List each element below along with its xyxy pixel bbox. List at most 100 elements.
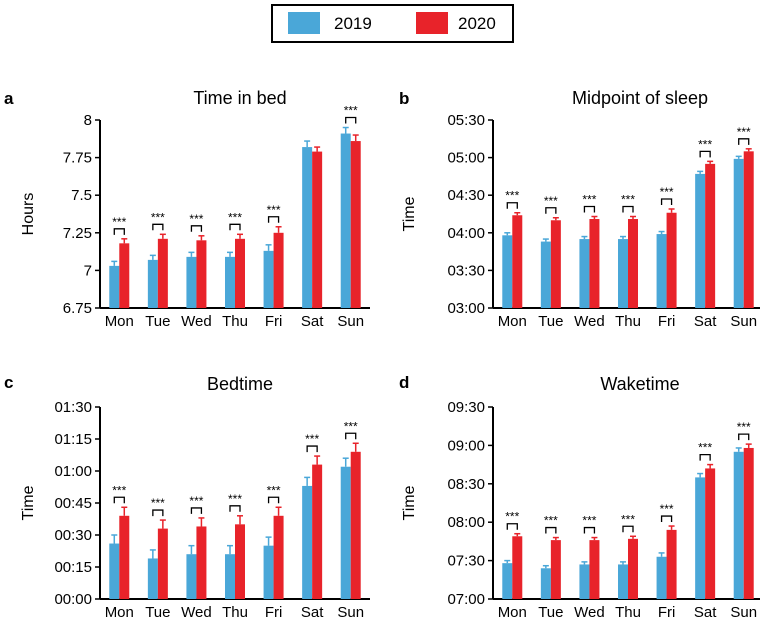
significance-label: *** <box>189 494 203 508</box>
x-tick-label: Fri <box>265 604 283 621</box>
bar-2020-mon <box>119 515 130 599</box>
bar-2019-thu <box>618 564 628 599</box>
significance-label: *** <box>505 510 519 524</box>
bar-2019-sun <box>733 158 744 308</box>
x-tick-label: Thu <box>615 604 641 621</box>
bar-2020-sun <box>350 451 361 599</box>
bar-2019-tue <box>540 241 551 308</box>
x-tick-label: Tue <box>145 604 170 621</box>
bar-2020-sun <box>743 447 754 599</box>
y-tick-label: 03:00 <box>447 300 485 317</box>
x-tick-label: Wed <box>574 313 605 330</box>
bar-2019-fri <box>263 250 274 308</box>
panel-label-b: b <box>399 89 409 108</box>
x-tick-label: Sun <box>337 313 364 330</box>
bar-2019-mon <box>109 543 120 599</box>
significance-bracket <box>229 223 241 231</box>
legend-frame <box>271 4 514 43</box>
y-tick-label: 00:15 <box>54 559 92 576</box>
x-tick-label: Sat <box>301 313 324 330</box>
panel-bedtime: Bedtime Time 00:00 00:15 00:30 00:45 01:00 01:1… <box>20 374 370 621</box>
bar-2020-fri <box>666 212 677 308</box>
bar-2019-fri <box>656 234 667 308</box>
bar-2020-sat <box>312 464 323 599</box>
bar-2019-thu <box>618 239 628 308</box>
significance-label: *** <box>151 496 165 510</box>
bar-2020-wed <box>196 240 207 308</box>
significance-label: *** <box>228 492 242 506</box>
bar-2019-sun <box>340 133 351 308</box>
significance-label: *** <box>151 210 165 224</box>
significance-label: *** <box>737 420 751 434</box>
x-tick-label: Tue <box>145 313 170 330</box>
significance-bracket <box>506 202 518 209</box>
significance-bracket <box>660 198 673 205</box>
y-axis-label: Time <box>401 196 418 231</box>
significance-bracket <box>229 505 241 512</box>
bar-2020-sat <box>705 163 716 308</box>
significance-label: *** <box>544 514 558 528</box>
bar-2020-tue <box>550 540 561 599</box>
y-tick-label: 07:00 <box>447 591 485 608</box>
significance-label: *** <box>621 193 635 207</box>
significance-label: *** <box>344 419 358 433</box>
y-tick-label: 04:30 <box>447 187 485 204</box>
y-tick-label: 7.25 <box>63 225 92 242</box>
y-tick-label: 7.75 <box>63 150 92 167</box>
significance-label: *** <box>737 125 751 139</box>
bar-2019-thu <box>225 256 235 308</box>
bar-2020-tue <box>157 238 168 308</box>
significance-bracket <box>113 228 125 235</box>
panel-midpoint-of-sleep: Midpoint of sleep Time 03:00 03:30 04:00 04:3… <box>401 88 760 330</box>
bar-2020-mon <box>119 243 130 308</box>
y-tick-label: 00:30 <box>54 527 92 544</box>
significance-label: *** <box>112 215 126 229</box>
x-tick-label: Fri <box>658 313 676 330</box>
y-axis-label: Time <box>401 485 418 520</box>
bar-2020-sat <box>312 151 323 308</box>
bar-2019-mon <box>109 265 120 308</box>
significance-bracket <box>545 207 557 214</box>
bar-2019-fri <box>656 556 667 599</box>
bar-2019-sat <box>302 147 313 308</box>
x-tick-label: Sat <box>694 313 717 330</box>
bar-2019-sat <box>302 485 313 599</box>
significance-bracket <box>345 432 357 440</box>
significance-bracket <box>152 509 164 517</box>
bar-2019-sun <box>733 451 744 599</box>
y-tick-label: 01:00 <box>54 463 92 480</box>
significance-label: *** <box>582 193 596 207</box>
significance-bracket <box>190 507 203 514</box>
bar-2020-fri <box>273 232 284 308</box>
bar-2020-wed <box>589 219 600 308</box>
bar-2019-mon <box>502 235 513 308</box>
panel-label-c: c <box>4 373 13 392</box>
x-tick-label: Wed <box>574 604 605 621</box>
significance-bracket <box>622 525 634 533</box>
bar-2020-wed <box>589 540 600 599</box>
legend-label-2019: 2019 <box>334 14 372 33</box>
bar-2019-thu <box>225 554 235 599</box>
y-tick-label: 6.75 <box>63 300 92 317</box>
bar-2020-tue <box>157 528 168 599</box>
bar-2019-tue <box>540 568 551 599</box>
significance-bracket <box>738 433 750 441</box>
bar-2019-wed <box>186 256 197 308</box>
bar-2020-fri <box>666 529 677 599</box>
significance-bracket <box>583 205 596 213</box>
bar-2020-thu <box>628 219 638 308</box>
panel-time-in-bed: Time in bed Hours 6.75 7 7.25 7.5 7.75 8 Mon *** T… <box>20 88 370 330</box>
bar-2019-tue <box>147 558 158 599</box>
x-tick-label: Sat <box>694 604 717 621</box>
x-tick-label: Wed <box>181 604 212 621</box>
bar-2019-sun <box>340 466 351 599</box>
significance-bracket <box>699 453 711 461</box>
y-tick-label: 01:15 <box>54 431 92 448</box>
significance-label: *** <box>112 483 126 497</box>
bar-2020-wed <box>196 526 207 599</box>
x-tick-label: Mon <box>498 604 527 621</box>
bar-2020-sun <box>743 151 754 308</box>
significance-bracket <box>738 138 750 145</box>
chart-title: Waketime <box>600 374 679 394</box>
significance-label: *** <box>660 502 674 516</box>
